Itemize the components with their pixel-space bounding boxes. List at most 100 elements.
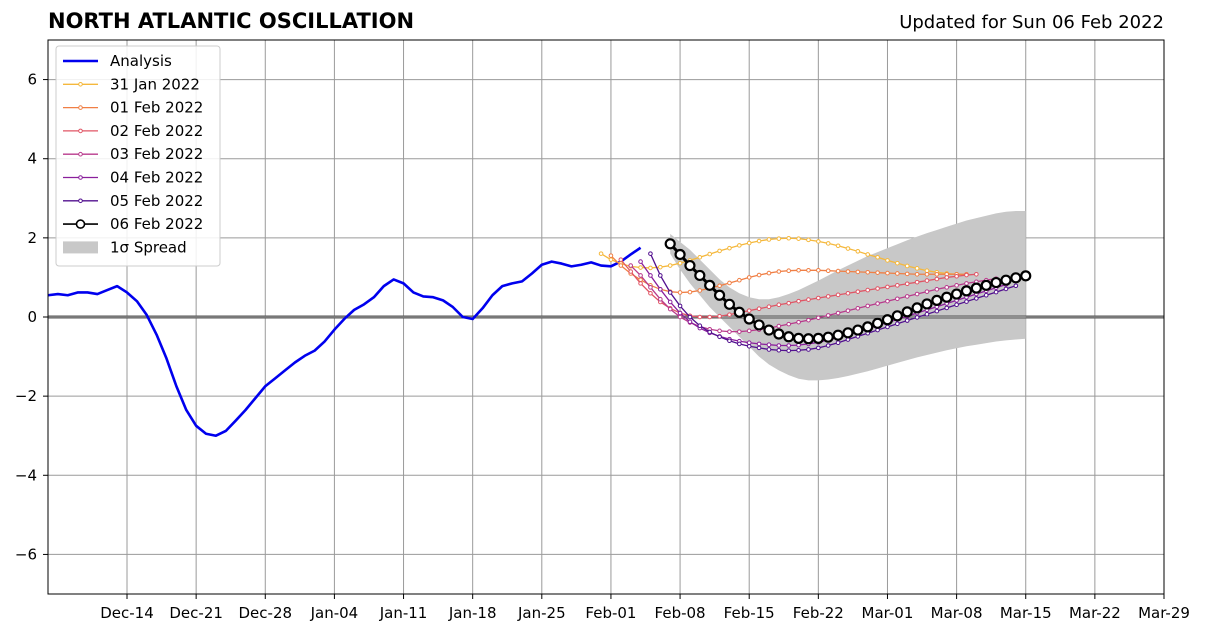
forecast-point bbox=[776, 302, 782, 308]
forecast-point bbox=[776, 236, 782, 241]
forecast-point bbox=[796, 268, 801, 273]
forecast-point bbox=[628, 263, 633, 268]
forecast-point bbox=[667, 263, 673, 268]
forecast-point bbox=[845, 246, 851, 251]
forecast-point bbox=[885, 298, 890, 304]
analysis-line bbox=[47, 246, 642, 438]
forecast-point bbox=[944, 305, 950, 311]
forecast-point bbox=[816, 315, 821, 321]
forecast-point bbox=[954, 302, 959, 308]
forecast-point bbox=[717, 334, 722, 340]
forecast-point bbox=[658, 287, 663, 292]
forecast-point bbox=[924, 268, 930, 274]
forecast-point bbox=[746, 340, 752, 346]
forecast-point bbox=[974, 271, 979, 277]
forecast-point bbox=[677, 290, 683, 295]
x-tick-label: Dec-28 bbox=[239, 604, 293, 622]
forecast-point bbox=[885, 284, 890, 290]
y-tick-label: 2 bbox=[27, 229, 37, 247]
axes: Dec-14 Dec-21 Dec-28 Jan-04 Jan-11 Jan-18 Jan-… bbox=[15, 39, 1190, 622]
forecast-point bbox=[773, 328, 785, 340]
forecast-point bbox=[875, 286, 880, 291]
forecast-point bbox=[756, 272, 762, 278]
forecast-point bbox=[723, 298, 736, 310]
forecast-point bbox=[1000, 274, 1012, 286]
forecast-point bbox=[763, 324, 775, 336]
chart-subtitle: Updated for Sun 06 Feb 2022 bbox=[899, 12, 1164, 33]
forecast-point bbox=[746, 240, 752, 246]
x-tick-label: Mar-15 bbox=[1000, 604, 1052, 622]
forecast-point bbox=[697, 314, 703, 320]
forecast-point bbox=[855, 249, 861, 254]
forecast-point bbox=[1020, 270, 1032, 282]
forecast-point bbox=[786, 300, 792, 306]
forecast-point bbox=[914, 315, 920, 320]
forecast-point bbox=[776, 269, 782, 274]
forecast-point bbox=[766, 270, 772, 276]
forecast-point bbox=[756, 345, 762, 351]
forecast-point bbox=[753, 319, 765, 331]
forecast-point bbox=[776, 323, 782, 329]
spread-band bbox=[670, 210, 1026, 381]
forecast-point bbox=[687, 314, 693, 320]
x-tick-label: Dec-21 bbox=[169, 604, 223, 622]
forecast-point bbox=[648, 290, 653, 296]
forecast-point bbox=[638, 273, 643, 278]
forecast-point bbox=[727, 338, 732, 344]
forecast-point bbox=[835, 340, 841, 346]
forecast-point bbox=[931, 294, 943, 306]
chart-title: NORTH ATLANTIC OSCILLATION bbox=[48, 9, 415, 33]
x-tick-label: Feb-08 bbox=[655, 604, 706, 622]
forecast-point bbox=[806, 297, 811, 302]
forecast-point bbox=[648, 265, 653, 271]
forecast-point bbox=[674, 248, 686, 261]
forecast-point bbox=[911, 302, 923, 314]
x-tick-label: Mar-22 bbox=[1069, 604, 1121, 622]
forecast-point bbox=[855, 269, 861, 275]
forecast-point bbox=[658, 273, 663, 278]
forecast-point bbox=[934, 271, 940, 277]
x-tick-label: Jan-18 bbox=[448, 604, 497, 622]
forecast-point bbox=[960, 285, 973, 297]
forecast-point bbox=[766, 237, 772, 242]
forecast-point bbox=[806, 237, 811, 243]
legend-label: 1σ Spread bbox=[110, 238, 187, 256]
forecast-point bbox=[766, 347, 772, 352]
forecast-point bbox=[704, 279, 716, 291]
forecast-point bbox=[852, 324, 864, 336]
forecast-point bbox=[944, 285, 950, 290]
zero-line bbox=[48, 315, 1164, 319]
forecast-point bbox=[835, 243, 841, 249]
forecast-point bbox=[618, 257, 624, 262]
forecast-point bbox=[964, 272, 969, 278]
forecast-point bbox=[901, 306, 913, 318]
forecast-point bbox=[924, 278, 930, 283]
series bbox=[47, 235, 1032, 438]
forecast-point bbox=[746, 275, 752, 280]
forecast-point bbox=[1003, 286, 1009, 292]
forecast-point bbox=[895, 271, 900, 276]
forecast-point bbox=[776, 343, 782, 348]
forecast-point bbox=[707, 329, 712, 335]
forecast-point bbox=[717, 248, 722, 254]
legend-label: 04 Feb 2022 bbox=[110, 169, 203, 187]
forecast-point bbox=[974, 296, 979, 301]
y-tick-label: −6 bbox=[15, 545, 37, 563]
forecast-point bbox=[845, 308, 851, 313]
forecast-point bbox=[904, 263, 910, 269]
plot-frame bbox=[47, 39, 1165, 595]
forecast-point bbox=[891, 310, 903, 322]
forecast-point bbox=[664, 238, 676, 250]
forecast-point bbox=[786, 235, 792, 241]
forecast-point bbox=[954, 283, 959, 288]
forecast-point bbox=[875, 254, 880, 260]
forecast-point bbox=[816, 295, 821, 301]
y-tick-label: 4 bbox=[27, 150, 37, 168]
y-tick-label: 6 bbox=[27, 71, 37, 89]
forecast-point bbox=[638, 265, 643, 270]
legend-marker bbox=[78, 105, 83, 110]
forecast-point bbox=[895, 283, 900, 288]
forecast-point bbox=[737, 277, 742, 283]
legend-label: 03 Feb 2022 bbox=[110, 145, 203, 163]
